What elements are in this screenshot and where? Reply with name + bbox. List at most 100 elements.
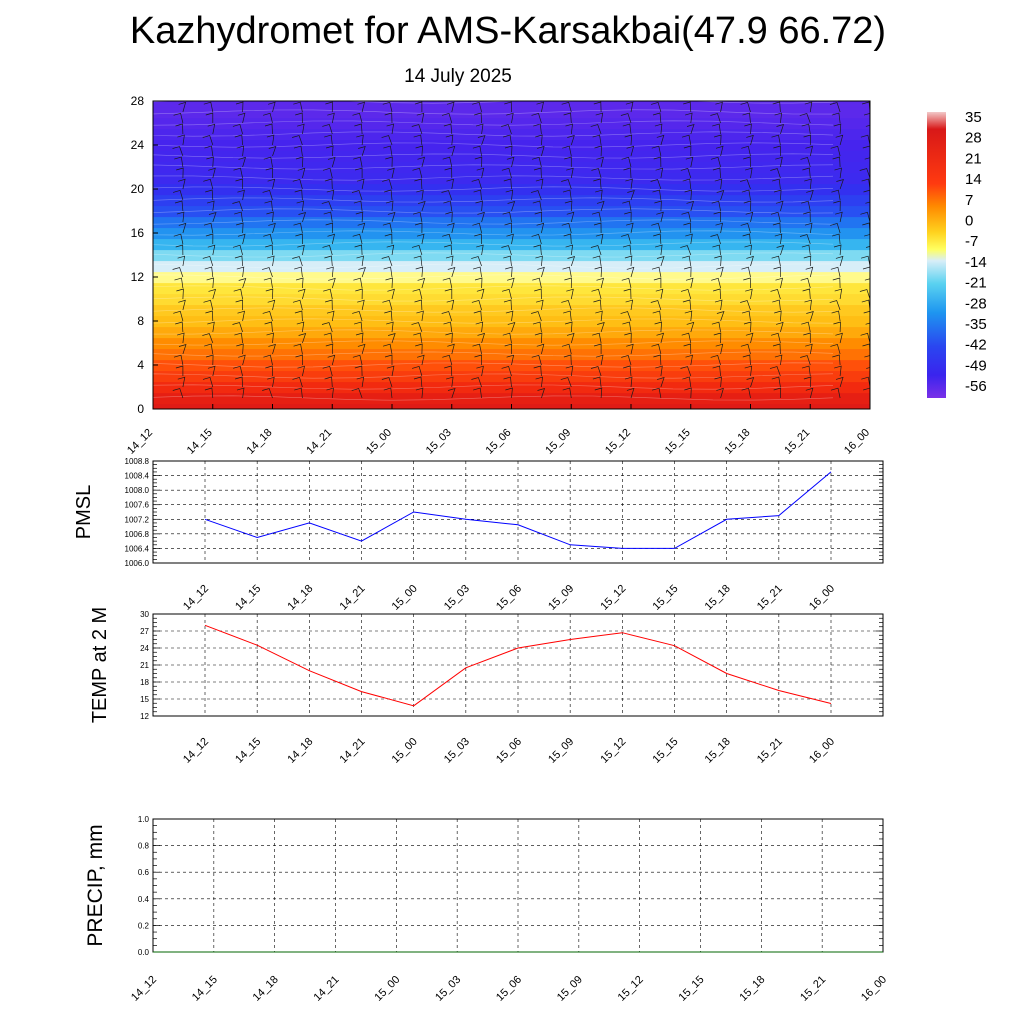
wind-barb <box>384 112 393 124</box>
wind-barb <box>172 146 184 157</box>
wind-barb <box>771 332 781 344</box>
wind-barb <box>232 201 243 212</box>
x-tick-label: 15_18 <box>703 583 733 613</box>
wind-barb <box>173 310 184 322</box>
wind-barb <box>413 211 423 223</box>
contour-line <box>153 351 834 357</box>
wind-barb <box>381 256 393 267</box>
wind-barb <box>654 200 662 212</box>
wind-barb <box>657 376 665 388</box>
wind-barb <box>355 332 364 344</box>
y-tick-label: 21 <box>140 661 149 670</box>
wind-barb <box>595 233 604 245</box>
wind-barb <box>591 288 602 300</box>
wind-barb <box>710 234 721 245</box>
x-tick-label: 15_21 <box>755 583 785 613</box>
wind-barb <box>835 376 844 388</box>
wind-barb <box>567 255 576 267</box>
wind-barb <box>352 112 363 124</box>
wind-barb <box>533 365 542 377</box>
wind-barb <box>326 387 334 399</box>
wind-barb <box>592 134 602 146</box>
wind-barb <box>355 288 363 300</box>
contour-line <box>153 395 834 401</box>
wind-barb <box>651 266 662 278</box>
wind-barb <box>322 167 333 179</box>
wind-barb <box>744 123 752 135</box>
wind-barb <box>802 167 811 179</box>
contour-line <box>153 241 834 247</box>
contour-line <box>153 142 834 148</box>
wind-barb <box>803 376 812 388</box>
wind-barb <box>175 321 184 333</box>
wind-barb <box>804 178 812 190</box>
wind-barb <box>415 343 423 355</box>
contour-line <box>153 384 834 390</box>
wind-barb <box>771 376 781 388</box>
wind-barb <box>382 222 393 234</box>
wind-barb <box>566 288 574 300</box>
wind-barb <box>565 321 573 333</box>
wind-barb <box>684 266 692 278</box>
wind-barb <box>829 300 841 311</box>
wind-barb <box>265 167 274 179</box>
wind-barb <box>806 189 814 201</box>
wind-barb <box>267 255 275 267</box>
wind-barb <box>684 189 692 201</box>
wind-barb <box>265 244 273 256</box>
wind-barb <box>178 222 187 234</box>
wind-barb <box>566 332 575 344</box>
wind-barb <box>623 288 632 300</box>
wind-barb <box>411 322 423 333</box>
wind-barb <box>235 178 243 190</box>
wind-barb <box>414 222 423 234</box>
wind-barb <box>357 299 365 311</box>
wind-barb <box>770 211 781 223</box>
wind-barb <box>355 167 363 178</box>
wind-barb <box>776 244 785 256</box>
wind-barb <box>506 156 515 168</box>
heatmap-band <box>153 260 870 273</box>
wind-barb <box>716 189 725 201</box>
wind-barb <box>770 168 781 179</box>
wind-barb <box>507 321 516 333</box>
chart-title: Kazhydromet for AMS-Karsakbai(47.9 66.72… <box>129 10 887 52</box>
x-tick-label: 14_12 <box>181 583 211 613</box>
x-tick-label: 15_15 <box>677 974 707 1004</box>
y-tick-label: 24 <box>140 644 149 653</box>
wind-barb <box>536 343 545 355</box>
x-tick-label: 15_15 <box>651 583 681 613</box>
wind-barb <box>475 200 483 212</box>
wind-barb <box>743 200 752 212</box>
wind-barb <box>774 233 783 245</box>
wind-barb <box>472 145 482 157</box>
wind-barb <box>297 167 306 179</box>
wind-barb <box>234 255 243 267</box>
x-tick-label: 15_00 <box>364 427 394 457</box>
wind-barb <box>471 377 482 388</box>
wind-barb <box>207 123 216 135</box>
x-tick-label: 15_21 <box>755 736 785 766</box>
x-tick-label: 15_09 <box>546 583 576 613</box>
heatmap-band <box>153 293 870 306</box>
wind-barb <box>417 156 425 168</box>
wind-barb <box>801 244 811 256</box>
wind-barb <box>293 101 303 113</box>
heatmap-band <box>153 194 870 207</box>
contour-line <box>153 318 834 324</box>
wind-barb <box>175 123 184 135</box>
wind-barb <box>232 322 243 333</box>
wind-barb <box>682 299 692 311</box>
y-tick-label: 0.6 <box>138 868 150 877</box>
contour-line <box>153 208 834 214</box>
wind-barb <box>236 387 245 399</box>
wind-barb <box>416 233 425 245</box>
wind-barb <box>296 200 305 212</box>
wind-barb <box>535 134 543 146</box>
colorbar-label: 21 <box>965 150 982 167</box>
wind-barb <box>686 200 695 212</box>
wind-barb <box>624 211 632 223</box>
wind-barb <box>651 222 662 234</box>
wind-barb <box>444 167 453 179</box>
wind-barb <box>565 123 573 135</box>
